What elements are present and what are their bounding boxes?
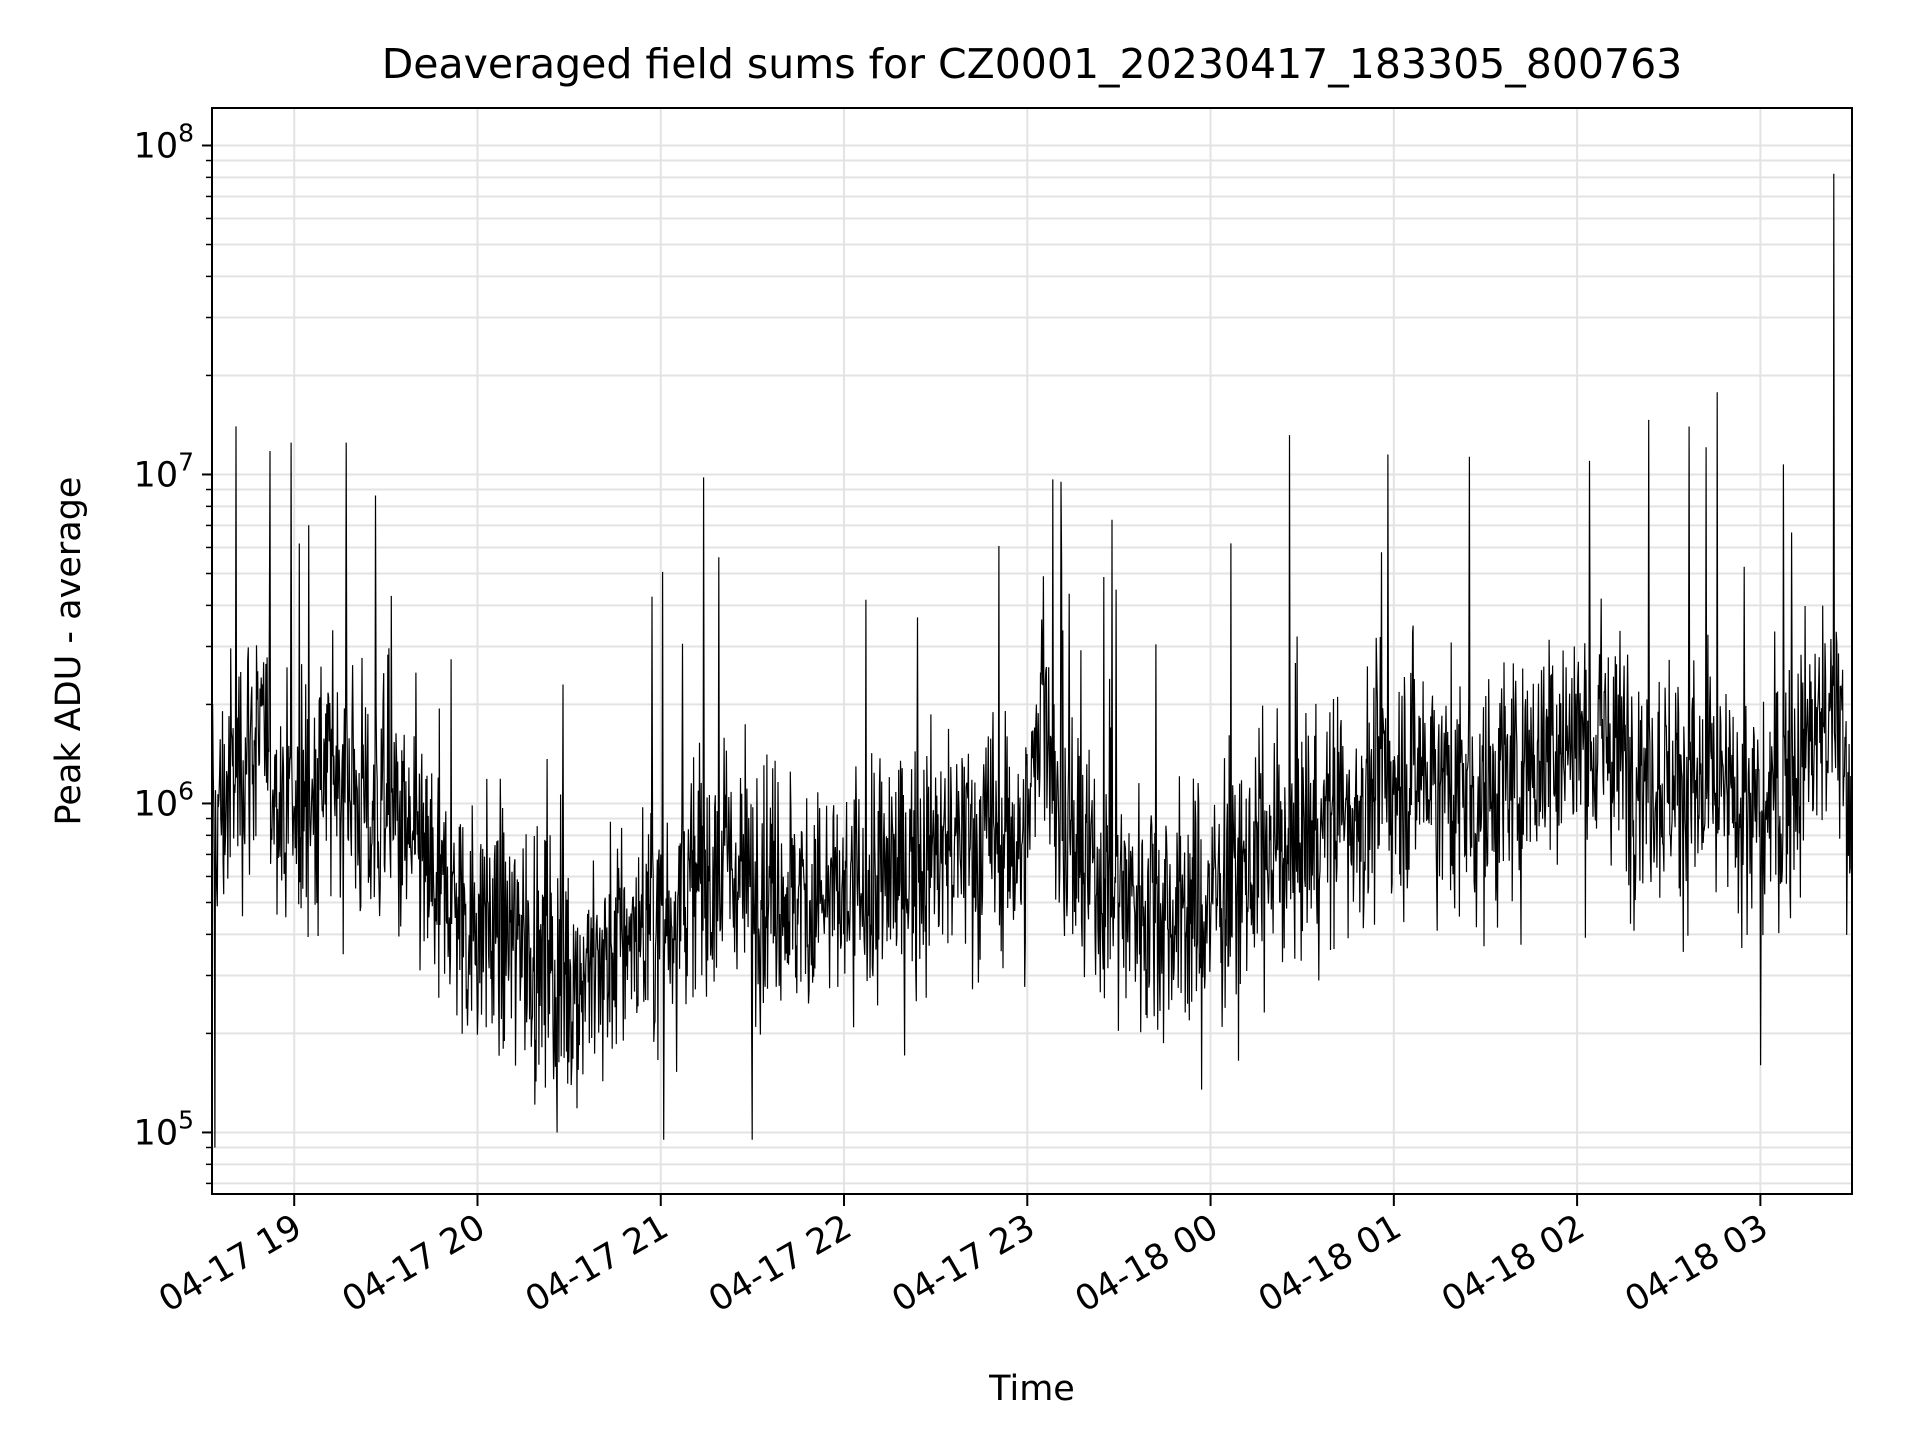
grid-layer xyxy=(212,108,1852,1194)
y-tick-base: 10 xyxy=(134,784,179,824)
x-tick-label: 04-17 19 xyxy=(152,1207,308,1320)
x-tick-label: 04-18 02 xyxy=(1435,1207,1591,1320)
y-tick-label: 108 xyxy=(134,118,194,166)
x-tick-label: 04-17 21 xyxy=(519,1207,675,1320)
plot-frame xyxy=(211,107,1853,1195)
y-tick-base: 10 xyxy=(134,1113,179,1153)
y-tick-label: 106 xyxy=(134,776,194,824)
x-tick-label: 04-17 22 xyxy=(702,1207,858,1320)
y-tick-label: 107 xyxy=(134,447,194,495)
y-axis-label: Peak ADU - average xyxy=(49,477,89,826)
y-tick-label: 105 xyxy=(134,1105,194,1153)
y-tick-exponent: 8 xyxy=(178,118,194,147)
x-axis-ticks: 04-17 19 04-17 20 04-17 21 04-17 22 04-17 23… xyxy=(152,1194,1775,1320)
y-tick-exponent: 7 xyxy=(178,447,194,476)
x-tick-label: 04-18 00 xyxy=(1069,1207,1225,1320)
y-tick-exponent: 5 xyxy=(178,1105,194,1134)
y-tick-base: 10 xyxy=(134,455,179,495)
x-axis-label: Time xyxy=(988,1369,1075,1409)
y-tick-base: 10 xyxy=(134,126,179,166)
x-tick-label: 04-18 01 xyxy=(1252,1207,1408,1320)
series-layer xyxy=(211,173,1853,1148)
x-tick-label: 04-17 23 xyxy=(886,1207,1042,1320)
series-line xyxy=(211,173,1853,1148)
x-tick-label: 04-17 20 xyxy=(336,1207,492,1320)
chart-title: Deaveraged field sums for CZ0001_2023041… xyxy=(382,40,1683,88)
y-tick-exponent: 6 xyxy=(178,776,194,805)
x-tick-label: 04-18 03 xyxy=(1619,1207,1775,1320)
